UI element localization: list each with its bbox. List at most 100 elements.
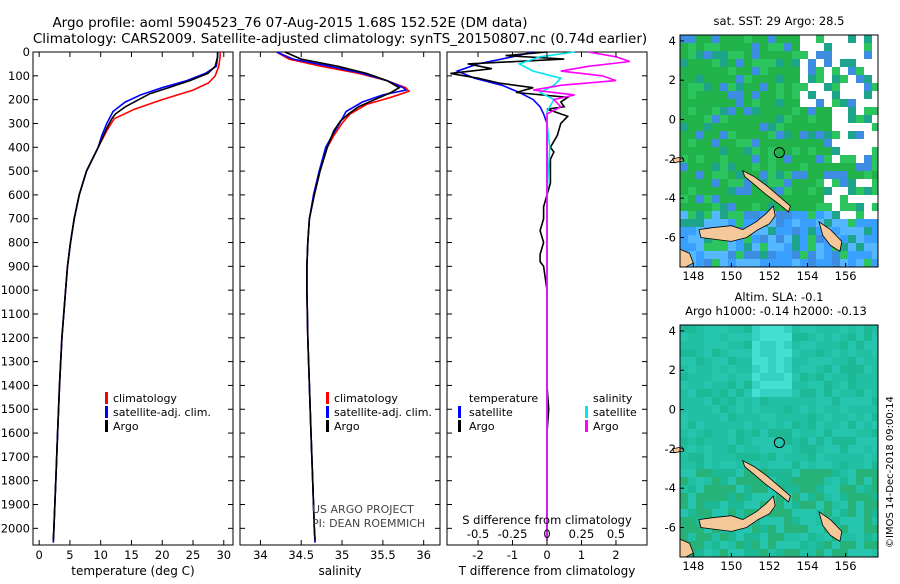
map-cell — [832, 357, 840, 365]
map-cell — [688, 421, 696, 429]
map-cell — [768, 333, 776, 341]
map-cell — [840, 179, 848, 187]
map-cell — [728, 373, 736, 381]
coast-new-ireland — [742, 169, 791, 213]
map-cell — [832, 493, 840, 501]
map-cell — [832, 413, 840, 421]
map-cell — [784, 429, 792, 437]
map-cell — [720, 107, 728, 115]
map-cell — [712, 51, 720, 59]
map-cell — [824, 195, 832, 203]
map-cell — [688, 171, 696, 179]
depth-tick-label: 1600 — [1, 426, 30, 440]
map-cell — [704, 381, 712, 389]
map-cell — [752, 421, 760, 429]
map-cell — [696, 259, 704, 267]
map-cell — [680, 349, 688, 357]
map-cell — [864, 365, 872, 373]
map-cell — [784, 123, 792, 131]
map-cell — [856, 243, 864, 251]
map-cell — [800, 397, 808, 405]
map-cell — [704, 163, 712, 171]
map-cell — [808, 509, 816, 517]
map-cell — [712, 187, 720, 195]
map-cell — [776, 533, 784, 541]
argo-position-marker — [773, 437, 785, 449]
map-cell — [688, 59, 696, 67]
map-cell — [816, 549, 824, 557]
map-cell — [872, 243, 878, 251]
argo-position-marker — [773, 147, 785, 159]
map-cell — [696, 365, 704, 373]
map-cell — [800, 461, 808, 469]
map-cell — [832, 461, 840, 469]
map-cell — [736, 211, 744, 219]
map-cell — [712, 389, 720, 397]
map-cell — [864, 211, 872, 219]
map-cell — [848, 469, 856, 477]
map-cell — [848, 365, 856, 373]
map-cell — [864, 325, 872, 333]
map-cell — [768, 259, 776, 267]
header-line-1: Argo profile: aoml 5904523_76 07-Aug-201… — [52, 15, 527, 31]
map-cell — [832, 469, 840, 477]
map-cell — [712, 509, 720, 517]
map-cell — [864, 67, 872, 75]
map-cell — [712, 155, 720, 163]
map-cell — [696, 155, 704, 163]
lon-tick-label: 148 — [682, 269, 704, 283]
map-cell — [784, 469, 792, 477]
map-cell — [760, 35, 768, 43]
map-cell — [800, 509, 808, 517]
map-cell — [832, 187, 840, 195]
map-cell — [816, 163, 824, 171]
map-cell — [744, 365, 752, 373]
map-cell — [840, 525, 848, 533]
map-cell — [712, 341, 720, 349]
map-cell — [808, 501, 816, 509]
map-cell — [872, 517, 878, 525]
map-cell — [792, 51, 800, 59]
map-cell — [704, 389, 712, 397]
map-cell — [840, 413, 848, 421]
map-cell — [760, 493, 768, 501]
map-cell — [792, 75, 800, 83]
map-cell — [808, 219, 816, 227]
map-cell — [856, 43, 864, 51]
map-cell — [720, 549, 728, 557]
map-cell — [784, 381, 792, 389]
map-cell — [792, 43, 800, 51]
map-cell — [800, 171, 808, 179]
map-cell — [832, 501, 840, 509]
map-cell — [752, 389, 760, 397]
map-cell — [792, 211, 800, 219]
map-cell — [752, 349, 760, 357]
map-cell — [784, 211, 792, 219]
map-cell — [712, 381, 720, 389]
map-cell — [856, 91, 864, 99]
lat-tick-label: 2 — [669, 73, 676, 87]
x-tick-label: 5 — [66, 548, 73, 562]
map-cell — [816, 91, 824, 99]
map-cell — [824, 429, 832, 437]
map-cell — [680, 389, 688, 397]
map-cell — [768, 123, 776, 131]
map-cell — [680, 421, 688, 429]
map-cell — [856, 107, 864, 115]
map-cell — [728, 421, 736, 429]
map-cell — [856, 533, 864, 541]
map-cell — [840, 123, 848, 131]
map-cell — [864, 171, 872, 179]
map-cell — [848, 131, 856, 139]
map-cell — [728, 501, 736, 509]
map-cell — [824, 59, 832, 67]
map-cell — [696, 349, 704, 357]
map-cell — [840, 477, 848, 485]
map-cell — [816, 251, 824, 259]
map-cell — [800, 493, 808, 501]
map-cell — [848, 75, 856, 83]
map-cell — [728, 59, 736, 67]
map-cell — [784, 107, 792, 115]
map-cell — [776, 525, 784, 533]
map-cell — [744, 147, 752, 155]
